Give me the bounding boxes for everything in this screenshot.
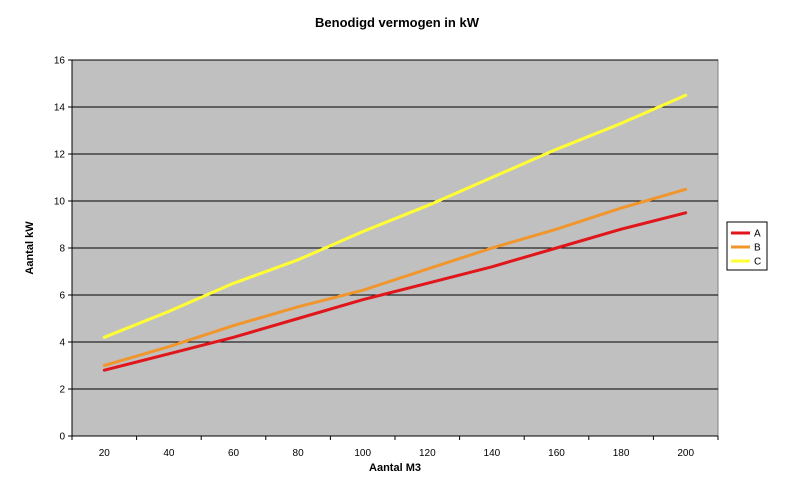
- y-axis-label: Aantal kW: [24, 221, 36, 275]
- legend-label-a: A: [754, 229, 761, 240]
- x-tick-label: 40: [163, 448, 175, 459]
- y-tick-label: 0: [59, 432, 65, 443]
- x-tick-labels: 20 40 60 80 100 120 140 160 180 200: [99, 448, 695, 459]
- x-tick-label: 80: [293, 448, 305, 459]
- y-tick-label: 10: [54, 197, 66, 208]
- x-tick-label: 120: [419, 448, 436, 459]
- x-tick-label: 180: [613, 448, 630, 459]
- series-line-c: [102, 93, 688, 339]
- y-tick-label: 6: [59, 291, 65, 302]
- legend: ABC: [726, 221, 768, 271]
- x-tick-label: 60: [228, 448, 240, 459]
- legend-label-b: B: [754, 243, 761, 254]
- series-lines: [102, 93, 688, 372]
- chart-title: Benodigd vermogen in kW: [315, 15, 480, 30]
- x-axis-label: Aantal M3: [369, 462, 421, 474]
- y-tick-label: 2: [59, 385, 65, 396]
- y-tick-label: 4: [59, 338, 65, 349]
- x-tick-label: 140: [484, 448, 501, 459]
- y-tick-label: 12: [54, 150, 66, 161]
- x-tick-label: 160: [548, 448, 565, 459]
- x-tick-label: 200: [677, 448, 694, 459]
- legend-label-c: C: [754, 257, 761, 268]
- y-tick-labels: 0 2 4 6 8 10 12 14 16: [54, 56, 66, 443]
- y-tick-label: 14: [54, 103, 66, 114]
- y-tick-label: 8: [59, 244, 65, 255]
- axes: [68, 59, 719, 440]
- y-tick-label: 16: [54, 56, 66, 67]
- series-line-a: [102, 211, 688, 372]
- legend-entries: ABC: [731, 229, 761, 268]
- series-line-b: [102, 187, 688, 367]
- x-tick-label: 20: [99, 448, 111, 459]
- x-tick-label: 100: [354, 448, 371, 459]
